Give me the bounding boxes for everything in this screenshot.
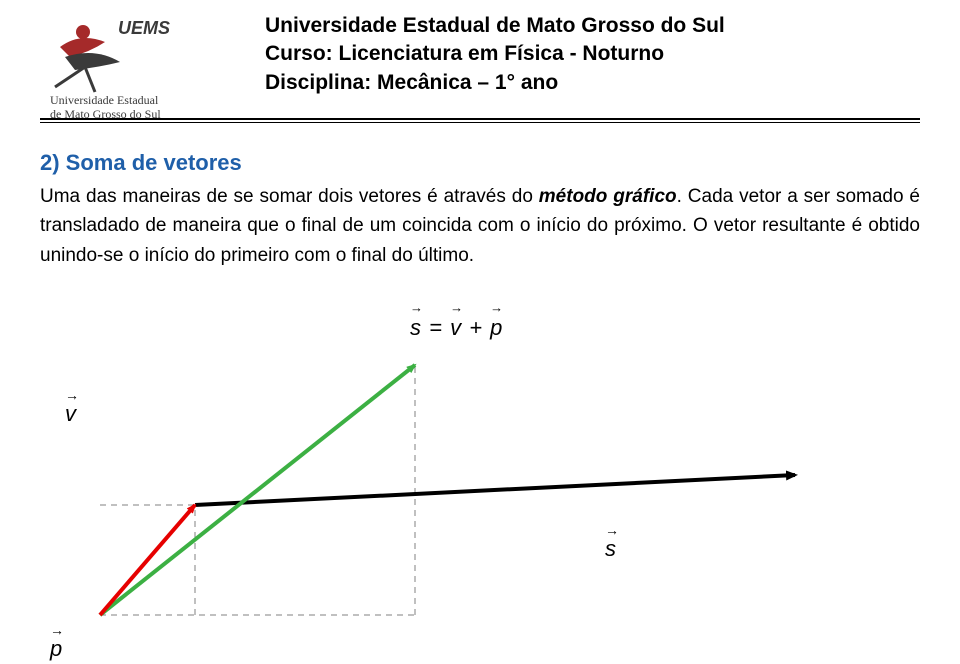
arrow-glyph: → bbox=[450, 301, 462, 314]
diagram-svg bbox=[25, 345, 935, 655]
logo-svg: UEMS Universidade Estadual de Mato Gross… bbox=[40, 12, 210, 122]
equation: →s = →v + →p bbox=[410, 315, 503, 341]
vector-diagram: → v → p → s bbox=[25, 345, 935, 655]
eqn-s: s bbox=[410, 315, 422, 340]
label-s: → s bbox=[605, 525, 619, 562]
header-divider bbox=[40, 118, 920, 124]
vector-v bbox=[100, 365, 415, 615]
logo-name-1: Universidade Estadual bbox=[50, 93, 159, 107]
eqn-plus: + bbox=[462, 315, 490, 340]
eqn-p: p bbox=[490, 315, 503, 340]
vector-s bbox=[195, 475, 795, 505]
label-v: → v bbox=[65, 390, 79, 427]
eqn-v: v bbox=[450, 315, 462, 340]
uems-logo: UEMS Universidade Estadual de Mato Gross… bbox=[40, 12, 210, 122]
eqn-eq: = bbox=[422, 315, 450, 340]
header-line-2: Curso: Licenciatura em Física - Noturno bbox=[265, 40, 905, 68]
arrow-glyph: → bbox=[490, 301, 503, 314]
vector-p bbox=[100, 505, 195, 615]
para-part-1: Uma das maneiras de se somar dois vetore… bbox=[40, 186, 539, 207]
arrow-glyph: → bbox=[410, 301, 422, 314]
para-emph: método gráfico bbox=[539, 186, 677, 207]
header-line-3: Disciplina: Mecânica – 1° ano bbox=[265, 69, 905, 97]
header-line-1: Universidade Estadual de Mato Grosso do … bbox=[265, 12, 905, 40]
logo-acronym: UEMS bbox=[118, 18, 170, 38]
body-paragraph: Uma das maneiras de se somar dois vetore… bbox=[40, 182, 920, 270]
document-header: Universidade Estadual de Mato Grosso do … bbox=[265, 12, 905, 97]
section-title: 2) Soma de vetores bbox=[40, 150, 242, 176]
label-p: → p bbox=[50, 625, 64, 662]
